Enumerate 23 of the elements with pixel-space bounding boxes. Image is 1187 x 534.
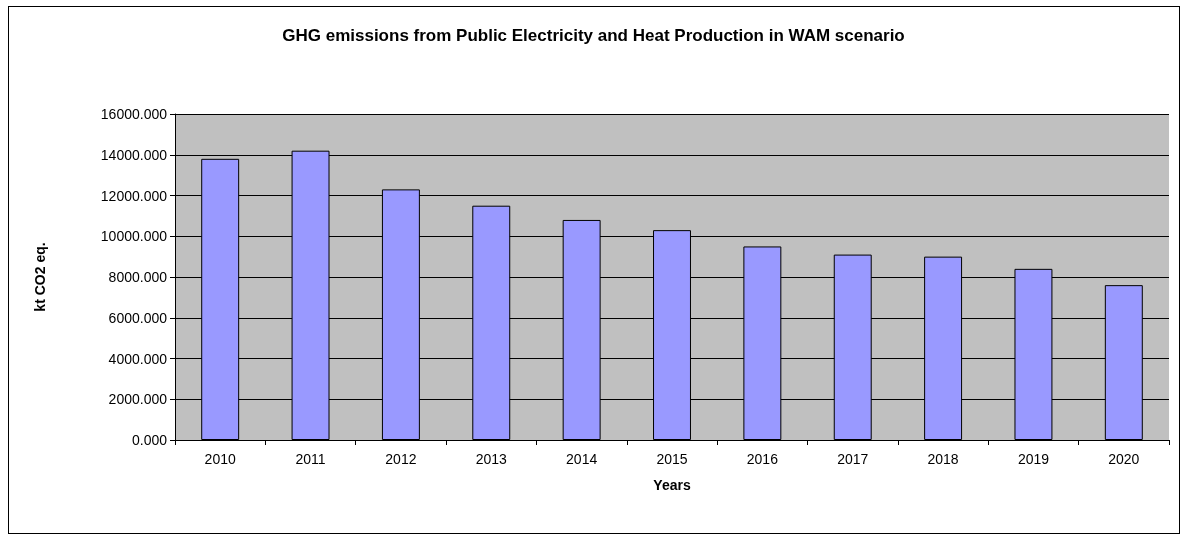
y-tick-label: 8000.000 <box>108 269 168 285</box>
chart-title: GHG emissions from Public Electricity and Heat Production in WAM scenario <box>282 26 905 45</box>
y-tick-label: 0.000 <box>131 432 168 448</box>
x-tick-label: 2018 <box>927 451 959 467</box>
x-tick-label: 2020 <box>1108 451 1140 467</box>
x-tick-label: 2016 <box>746 451 779 467</box>
x-tick-label: 2014 <box>566 451 598 467</box>
x-tick-label: 2015 <box>656 451 688 467</box>
y-axis-title: kt CO2 eq. <box>32 242 48 312</box>
y-tick-label: 14000.000 <box>100 146 168 163</box>
x-tick-label: 2010 <box>204 451 236 467</box>
y-tick-label: 16000.000 <box>100 106 168 122</box>
y-tick-label: 4000.000 <box>108 350 168 367</box>
x-axis-title: Years <box>653 477 691 493</box>
x-tick-label: 2019 <box>1017 451 1050 467</box>
y-tick-label: 6000.000 <box>108 309 168 326</box>
y-tick-label: 12000.000 <box>100 187 168 204</box>
x-tick-label: 2017 <box>837 451 869 467</box>
x-tick-label: 2012 <box>385 451 417 467</box>
x-tick-label: 2013 <box>475 451 508 467</box>
y-tick-label: 10000.000 <box>100 228 168 245</box>
x-tick-label: 2011 <box>295 451 326 467</box>
y-tick-label: 2000.000 <box>108 391 168 408</box>
